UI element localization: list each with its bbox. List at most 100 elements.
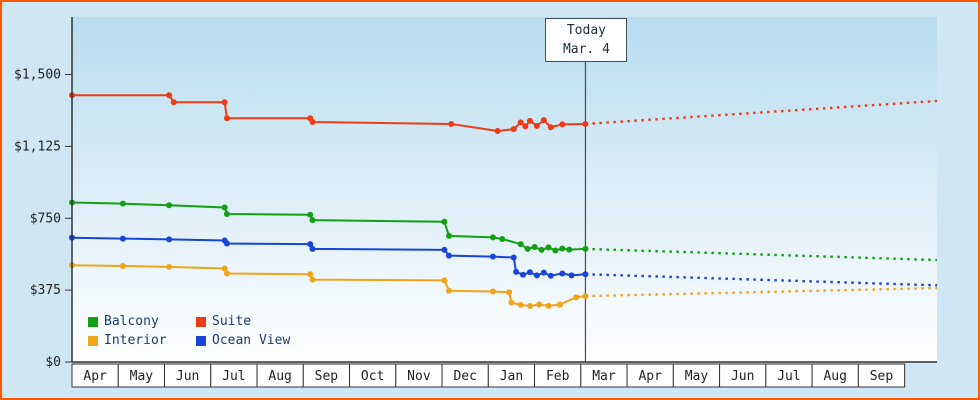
y-axis-label: $1,125 xyxy=(14,139,61,154)
data-point-interior xyxy=(223,270,230,277)
data-point-interior xyxy=(307,271,314,278)
data-point-ocean_view xyxy=(119,235,126,242)
data-point-ocean_view xyxy=(510,254,517,261)
data-point-balcony xyxy=(538,246,545,253)
month-label: Jan xyxy=(500,369,523,384)
data-point-ocean_view xyxy=(309,245,316,252)
data-point-ocean_view xyxy=(489,253,496,260)
legend-label-balcony: Balcony xyxy=(104,314,159,329)
data-point-interior xyxy=(526,303,533,310)
month-label: May xyxy=(130,369,154,384)
data-point-suite xyxy=(309,119,316,126)
data-point-interior xyxy=(489,288,496,295)
data-point-suite xyxy=(526,117,533,124)
legend-item-interior: Interior xyxy=(88,333,196,348)
month-cell xyxy=(857,363,906,388)
legend-label-suite: Suite xyxy=(212,314,252,329)
data-point-suite xyxy=(540,117,547,124)
data-point-suite xyxy=(166,92,173,99)
data-point-suite xyxy=(494,128,501,135)
plot-area xyxy=(72,17,937,362)
data-point-balcony xyxy=(559,245,566,252)
today-label-line2: Mar. 4 xyxy=(562,42,610,57)
month-label: Dec xyxy=(453,369,476,384)
month-label: Apr xyxy=(638,369,662,384)
data-point-balcony xyxy=(166,202,173,209)
data-point-ocean_view xyxy=(307,241,314,248)
data-point-ocean_view xyxy=(520,271,527,278)
data-point-ocean_view xyxy=(441,246,448,253)
data-point-balcony xyxy=(309,217,316,224)
data-point-balcony xyxy=(307,211,314,218)
legend-swatch-interior xyxy=(88,335,98,346)
legend-item-ocean-view: Ocean View xyxy=(196,333,290,348)
data-point-suite xyxy=(510,126,517,133)
month-label: Aug xyxy=(268,369,291,384)
series-projection-interior xyxy=(585,286,938,298)
month-label: Nov xyxy=(407,369,431,384)
data-point-suite xyxy=(533,122,540,129)
data-point-interior xyxy=(119,262,126,269)
data-point-interior xyxy=(445,287,452,294)
legend-label-interior: Interior xyxy=(104,333,167,348)
data-point-balcony xyxy=(531,244,538,250)
legend-swatch-ocean-view xyxy=(196,335,206,346)
data-point-balcony xyxy=(223,211,230,218)
y-axis-label: $375 xyxy=(30,283,61,298)
data-point-balcony xyxy=(582,245,589,252)
data-point-ocean_view xyxy=(223,240,230,247)
data-point-ocean_view xyxy=(513,268,520,275)
month-label: Sep xyxy=(315,369,339,384)
data-point-ocean_view xyxy=(540,269,547,276)
data-point-interior xyxy=(582,293,589,300)
data-point-interior xyxy=(536,301,543,308)
data-point-suite xyxy=(221,99,228,106)
month-label: Jul xyxy=(777,369,800,384)
month-label: Feb xyxy=(546,369,570,384)
data-point-balcony xyxy=(552,247,559,254)
data-point-interior xyxy=(309,276,316,283)
data-point-balcony xyxy=(441,218,448,225)
month-label: Jun xyxy=(176,369,199,384)
month-label: Oct xyxy=(361,369,384,384)
y-axis-label: $1,500 xyxy=(14,68,61,83)
legend-swatch-suite xyxy=(196,316,206,327)
y-axis-label: $750 xyxy=(30,211,61,226)
month-label: Mar xyxy=(592,369,616,384)
data-point-ocean_view xyxy=(559,270,566,277)
month-label: Aug xyxy=(823,369,846,384)
legend-swatch-balcony xyxy=(88,316,98,327)
month-label: Sep xyxy=(870,369,894,384)
data-point-interior xyxy=(166,263,173,270)
data-point-balcony xyxy=(489,234,496,241)
data-point-suite xyxy=(559,121,566,128)
y-axis-label: $0 xyxy=(45,355,61,370)
data-point-suite xyxy=(522,123,529,130)
data-point-balcony xyxy=(517,241,524,248)
series-projection-suite xyxy=(585,99,938,126)
data-point-interior xyxy=(221,265,228,272)
data-point-ocean_view xyxy=(568,272,575,279)
today-marker-label: Today Mar. 4 xyxy=(545,18,628,62)
data-point-balcony xyxy=(221,204,228,211)
data-point-suite xyxy=(547,124,554,131)
data-point-interior xyxy=(557,301,564,308)
legend-item-balcony: Balcony xyxy=(88,314,196,329)
series-projection-balcony xyxy=(585,247,938,262)
data-point-ocean_view xyxy=(547,272,554,279)
legend-item-suite: Suite xyxy=(196,314,290,329)
data-point-balcony xyxy=(499,235,506,242)
data-point-balcony xyxy=(119,200,126,207)
data-point-interior xyxy=(545,302,552,309)
legend: Balcony Suite Interior Ocean View xyxy=(88,314,290,348)
legend-label-ocean-view: Ocean View xyxy=(212,333,291,348)
data-point-balcony xyxy=(524,245,531,252)
data-point-interior xyxy=(573,294,580,301)
month-label: Apr xyxy=(83,369,107,384)
data-point-interior xyxy=(508,299,515,306)
series-projection-ocean_view xyxy=(585,273,938,287)
data-point-ocean_view xyxy=(526,269,533,276)
data-point-suite xyxy=(517,119,524,126)
